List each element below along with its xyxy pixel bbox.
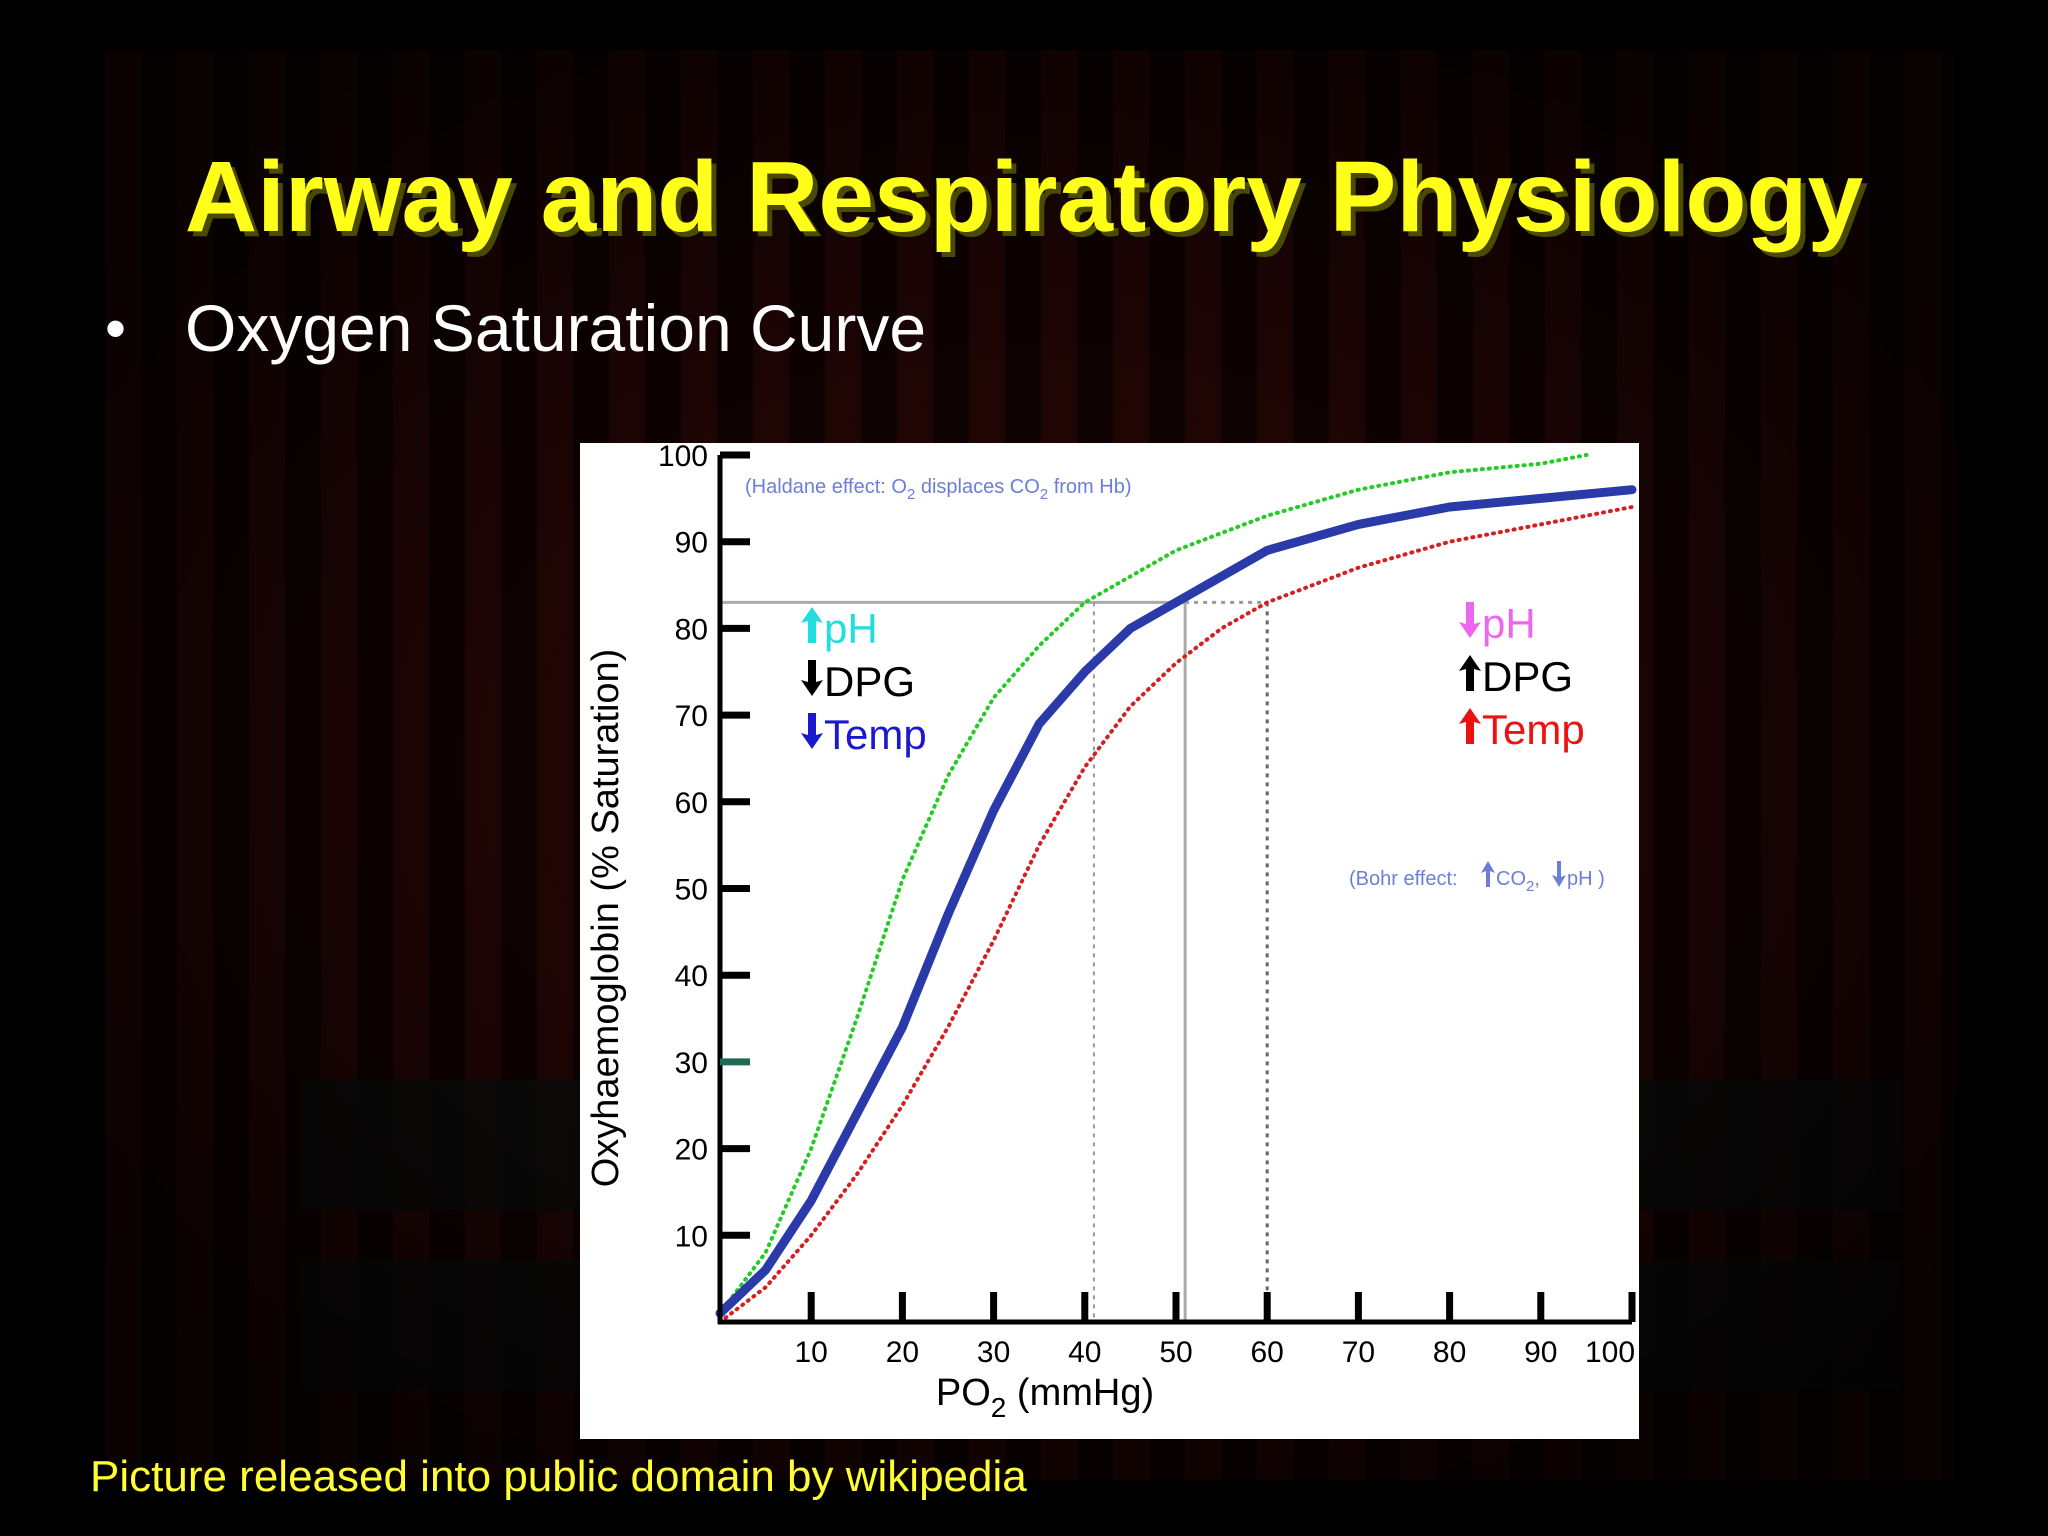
arrow-down-icon [1552, 861, 1566, 887]
shift-factor-label: pH [1482, 600, 1536, 647]
curves [715, 453, 1637, 1324]
shift-factor-label: DPG [824, 658, 915, 705]
arrow-down-icon [801, 660, 823, 696]
x-tick-label: 40 [1068, 1336, 1101, 1369]
axes [717, 455, 1632, 1325]
chart-panel: 10 20 30 40 50 60 70 80 90 100 10 20 30 40 50 60 70 80 90… [580, 443, 1639, 1439]
left-shift-factors: pH DPG Temp [801, 605, 927, 758]
bullet-text: Oxygen Saturation Curve [185, 291, 927, 365]
oxygen-saturation-chart: 10 20 30 40 50 60 70 80 90 100 10 20 30 40 50 60 70 80 90… [585, 443, 1637, 1423]
x-tick-label: 30 [977, 1336, 1010, 1369]
right-shift-factors: pH DPG Temp [1459, 600, 1585, 753]
bullet-item: • Oxygen Saturation Curve [105, 290, 926, 366]
y-tick-label: 90 [675, 527, 708, 560]
svg-text:(Bohr effect:: (Bohr effect: [1349, 868, 1458, 890]
reference-lines [720, 600, 1269, 1322]
arrow-up-icon [1481, 861, 1495, 887]
y-tick-label: 50 [675, 874, 708, 907]
bohr-annotation: (Bohr effect: CO2, pH ) [1349, 861, 1605, 895]
slide-title: Airway and Respiratory Physiology [184, 141, 1864, 253]
y-tick-label: 100 [658, 443, 708, 473]
y-tick-label: 40 [675, 960, 708, 993]
y-axis-label: Oxyhaemoglobin (% Saturation) [585, 649, 627, 1188]
y-tick-label: 70 [675, 700, 708, 733]
svg-text:pH ): pH ) [1567, 868, 1605, 890]
x-axis-label: PO2 (mmHg) [936, 1372, 1154, 1423]
shift-factor-label: pH [824, 605, 878, 652]
arrow-up-icon [1459, 655, 1481, 691]
x-tick-label: 70 [1342, 1336, 1375, 1369]
y-ticks: 10 20 30 40 50 60 70 80 90 100 [658, 443, 750, 1253]
arrow-up-icon [1459, 708, 1481, 744]
x-ticks: 10 20 30 40 50 60 70 80 90 100 [795, 1292, 1636, 1369]
arrow-down-icon [801, 713, 823, 749]
shift-factor-label: DPG [1482, 653, 1573, 700]
x-tick-label: 80 [1433, 1336, 1466, 1369]
shift-factor-label: Temp [824, 711, 927, 758]
x-tick-label: 100 [1585, 1336, 1635, 1369]
y-tick-label: 30 [675, 1047, 708, 1080]
left-shifted-curve [718, 453, 1589, 1316]
x-axis-label-main: PO [936, 1372, 991, 1414]
svg-text:CO2,: CO2, [1496, 868, 1540, 895]
x-axis-label-unit: (mmHg) [1006, 1372, 1154, 1414]
arrow-down-icon [1459, 602, 1481, 638]
x-tick-label: 60 [1251, 1336, 1284, 1369]
image-credit: Picture released into public domain by w… [90, 1452, 1027, 1501]
arrow-up-icon [801, 607, 823, 643]
normal-curve [715, 485, 1637, 1318]
y-tick-label: 20 [675, 1134, 708, 1167]
x-axis-label-sub: 2 [991, 1392, 1007, 1423]
bullet-icon: • [105, 294, 127, 362]
x-tick-label: 50 [1159, 1336, 1192, 1369]
y-tick-label: 80 [675, 613, 708, 646]
right-shifted-curve [718, 505, 1634, 1324]
x-tick-label: 90 [1524, 1336, 1557, 1369]
haldane-annotation: (Haldane effect: O2 displaces CO2 from H… [745, 476, 1131, 503]
x-tick-label: 20 [886, 1336, 919, 1369]
shift-factor-label: Temp [1482, 706, 1585, 753]
y-tick-label: 60 [675, 787, 708, 820]
y-tick-label: 10 [675, 1220, 708, 1253]
x-tick-label: 10 [795, 1336, 828, 1369]
